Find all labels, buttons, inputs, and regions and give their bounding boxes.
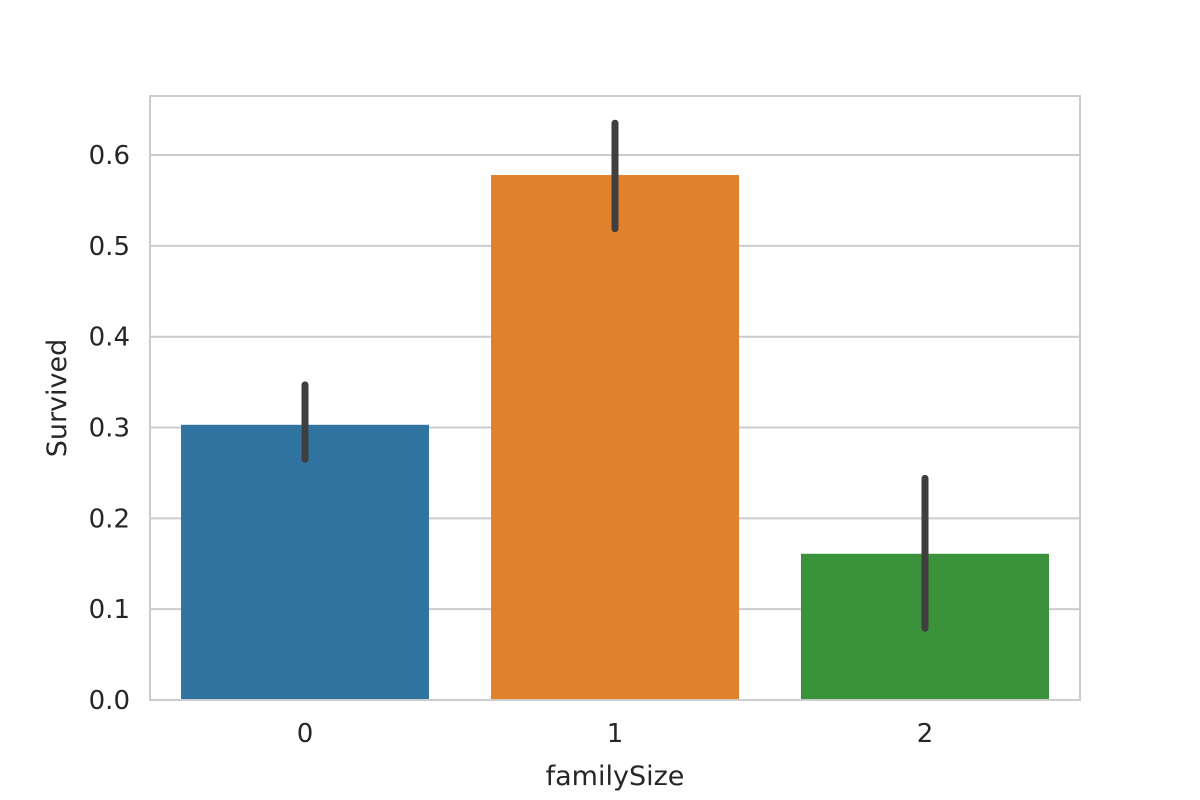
x-tick-label-0: 0 (297, 719, 314, 749)
y-tick-label-5: 0.5 (89, 232, 130, 262)
x-tick-labels: 0 1 2 (297, 719, 934, 749)
x-tick-label-1: 1 (607, 719, 624, 749)
y-tick-label-4: 0.4 (89, 323, 130, 353)
bars (181, 175, 1049, 701)
plot-frame (149, 95, 1081, 701)
y-tick-label-6: 0.6 (89, 141, 130, 171)
bar-1 (491, 175, 739, 701)
y-axis-label: Survived (42, 339, 73, 458)
y-tick-label-0: 0.0 (89, 686, 130, 716)
y-tick-label-3: 0.3 (89, 414, 130, 444)
y-tick-label-1: 0.1 (89, 595, 130, 625)
bar-0 (181, 424, 429, 700)
y-tick-label-2: 0.2 (89, 504, 130, 534)
error-bars (301, 119, 929, 632)
y-tick-labels: 0.0 0.1 0.2 0.3 0.4 0.5 0.6 (89, 141, 130, 716)
x-tick-label-2: 2 (917, 719, 934, 749)
x-axis-label: familySize (546, 761, 685, 792)
